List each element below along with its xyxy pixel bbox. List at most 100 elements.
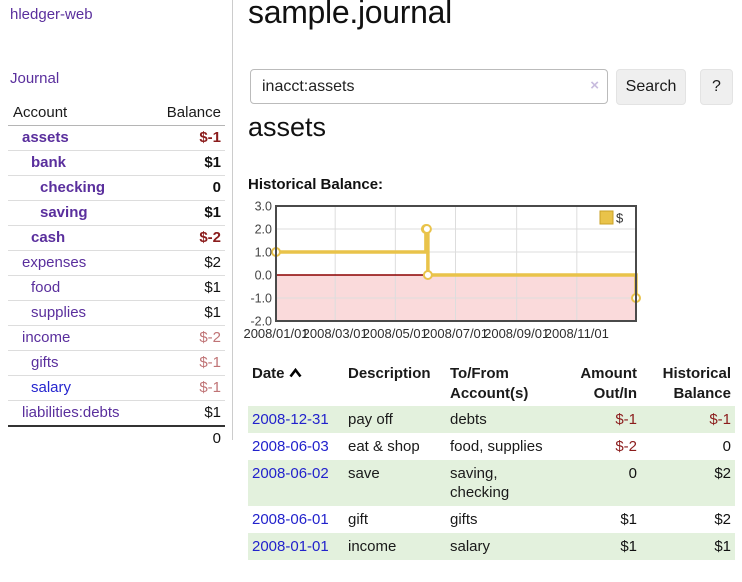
transaction-accounts: debts [450, 411, 487, 428]
transaction-date-link[interactable]: 2008-01-01 [252, 538, 329, 555]
register-header-description: Description [344, 362, 446, 406]
account-row: salary $-1 [8, 375, 225, 401]
register-header-amount-outin: Amount Out/In [558, 362, 641, 406]
account-link-saving[interactable]: saving [40, 204, 88, 221]
x-axis-tick-label: 2008/03/01 [303, 326, 368, 341]
transaction-date-link[interactable]: 2008-06-01 [252, 511, 329, 528]
sidebar: hledger-web Journal Account Balance asse… [0, 0, 233, 451]
sidebar-item-journal[interactable]: Journal [10, 70, 60, 87]
data-point[interactable] [421, 224, 432, 234]
brand-link[interactable]: hledger-web [10, 6, 93, 23]
transaction-accounts: gifts [450, 511, 478, 528]
page-title: sample.journal [248, 0, 452, 30]
transaction-row: 2008-06-02 save saving, checking 0 $2 [248, 460, 735, 506]
header-label: Balance [673, 385, 731, 402]
account-link-expenses[interactable]: expenses [22, 254, 87, 271]
accounts-header-account: Account [8, 101, 149, 126]
x-axis-tick-label: 2008/05/01 [363, 326, 428, 341]
help-button[interactable]: ? [700, 69, 733, 105]
historical-balance-chart[interactable]: $3.0 2.0 1.0 0.0 -1.0 -2.0 2008/01/01 2008/03/0… [243, 199, 648, 347]
chart-legend: $ [599, 210, 624, 226]
account-row: supplies $1 [8, 300, 225, 326]
account-row: income $-2 [8, 325, 225, 351]
transaction-row: 2008-01-01 income salary $1 $1 [248, 533, 735, 560]
transaction-description: income [348, 538, 397, 555]
transaction-description: save [348, 465, 380, 482]
account-balance: $1 [148, 200, 225, 226]
search-input[interactable] [250, 69, 608, 104]
account-link-bank[interactable]: bank [31, 154, 67, 171]
transaction-amount: $-2 [615, 438, 637, 455]
header-label: Date [252, 365, 285, 382]
account-row: gifts $-1 [8, 350, 225, 376]
account-link-gifts[interactable]: gifts [31, 354, 59, 371]
account-row: cash $-2 [8, 225, 225, 251]
data-point[interactable] [422, 270, 433, 280]
search-button[interactable]: Search [616, 69, 686, 105]
chart-title: Historical Balance: [248, 176, 384, 193]
transaction-amount: $1 [620, 511, 637, 528]
account-balance: $1 [148, 275, 225, 301]
transaction-balance: $-1 [709, 411, 731, 428]
account-balance: 0 [148, 175, 225, 201]
account-balance: $1 [148, 150, 225, 176]
transaction-balance: $1 [714, 538, 731, 555]
total-spacer [8, 425, 149, 451]
account-link-supplies[interactable]: supplies [31, 304, 87, 321]
transaction-date-link[interactable]: 2008-06-03 [252, 438, 329, 455]
account-link-assets[interactable]: assets [22, 129, 69, 146]
transaction-accounts: salary [450, 538, 491, 555]
clear-search-icon[interactable]: × [590, 77, 599, 94]
account-balance: $1 [148, 400, 225, 426]
account-link-food[interactable]: food [31, 279, 61, 296]
y-axis-tick-label: -2.0 [250, 315, 272, 329]
x-axis-tick-label: 2008/09/01 [484, 326, 549, 341]
y-axis-tick-label: -1.0 [250, 292, 272, 306]
header-label: Historical [662, 365, 731, 382]
chart-svg[interactable]: $3.0 2.0 1.0 0.0 -1.0 -2.02008/01/012008/03/0… [243, 199, 648, 347]
transaction-date-link[interactable]: 2008-12-31 [252, 411, 329, 428]
account-balance: $-1 [148, 350, 225, 376]
transaction-amount: 0 [628, 465, 637, 482]
account-balance: $-1 [148, 375, 225, 401]
legend-label: $ [616, 211, 624, 226]
register-header-date[interactable]: Date [248, 362, 344, 406]
header-label: Description [348, 365, 431, 382]
accounts-header-balance: Balance [148, 101, 225, 126]
account-row: assets $-1 [8, 126, 225, 151]
y-axis-tick-label: 3.0 [255, 200, 272, 214]
account-link-cash[interactable]: cash [31, 229, 66, 246]
account-link-checking[interactable]: checking [40, 179, 106, 196]
account-row: bank $1 [8, 150, 225, 176]
account-balance: $-1 [199, 129, 221, 146]
account-link-income[interactable]: income [22, 329, 71, 346]
transaction-date-link[interactable]: 2008-06-02 [252, 465, 329, 482]
account-row: liabilities:debts $1 [8, 400, 225, 426]
account-link-salary[interactable]: salary [31, 379, 72, 396]
search-field-wrap: × [250, 69, 608, 104]
transaction-accounts: saving, checking [450, 465, 510, 501]
y-axis-tick-label: 2.0 [255, 223, 272, 237]
transaction-balance: $2 [714, 511, 731, 528]
transaction-description: pay off [348, 411, 393, 428]
sort-ascending-icon[interactable] [288, 368, 302, 378]
account-balance: $-2 [148, 225, 225, 251]
account-row: saving $1 [8, 200, 225, 226]
account-row: food $1 [8, 275, 225, 301]
transaction-amount: $1 [620, 538, 637, 555]
account-balance: $-2 [148, 325, 225, 351]
transaction-row: 2008-06-03 eat & shop food, supplies $-2 0 [248, 433, 735, 460]
x-axis-tick-label: 2008/01/01 [243, 326, 308, 341]
header-label: Account(s) [450, 385, 529, 402]
accounts-table-header: Account Balance [8, 101, 225, 126]
transaction-accounts: food, supplies [450, 438, 543, 455]
account-row: expenses $2 [8, 250, 225, 276]
x-axis-tick-label: 2008/07/01 [423, 326, 488, 341]
transaction-amount: $-1 [615, 411, 637, 428]
account-link-liabilities-debts[interactable]: liabilities:debts [22, 404, 120, 421]
y-axis-tick-label: 0.0 [255, 269, 272, 283]
transaction-description: eat & shop [348, 438, 420, 455]
register-header-row: Date Description To/From Account(s) Amount Ou… [248, 362, 735, 406]
transaction-description: gift [348, 511, 369, 528]
